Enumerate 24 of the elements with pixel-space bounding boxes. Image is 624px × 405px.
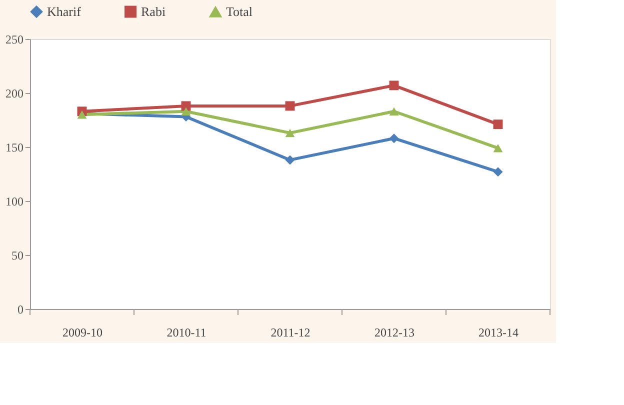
- point: [181, 107, 191, 116]
- point: [493, 120, 503, 130]
- y-tick-label: 0: [18, 302, 24, 316]
- x-tick-label: 2011-12: [270, 326, 310, 340]
- x-tick-label: 2009-10: [62, 326, 102, 340]
- y-tick-label: 50: [12, 248, 24, 262]
- x-tick-label: 2013-14: [478, 326, 518, 340]
- point: [389, 80, 399, 90]
- x-tick-label: 2010-11: [166, 326, 206, 340]
- point: [389, 134, 399, 144]
- y-tick-label: 200: [6, 86, 24, 100]
- point: [285, 128, 295, 138]
- legend-label: Rabi: [141, 4, 166, 19]
- point: [389, 107, 399, 116]
- point: [285, 155, 295, 165]
- legend-label: Kharif: [47, 4, 82, 19]
- point: [285, 101, 295, 111]
- point: [493, 167, 503, 177]
- y-tick-label: 100: [6, 194, 24, 208]
- legend-label: Total: [226, 4, 253, 20]
- y-tick-label: 250: [6, 32, 24, 46]
- y-tick-label: 150: [6, 140, 24, 154]
- point: [493, 144, 503, 152]
- x-tick-label: 2012-13: [374, 326, 414, 340]
